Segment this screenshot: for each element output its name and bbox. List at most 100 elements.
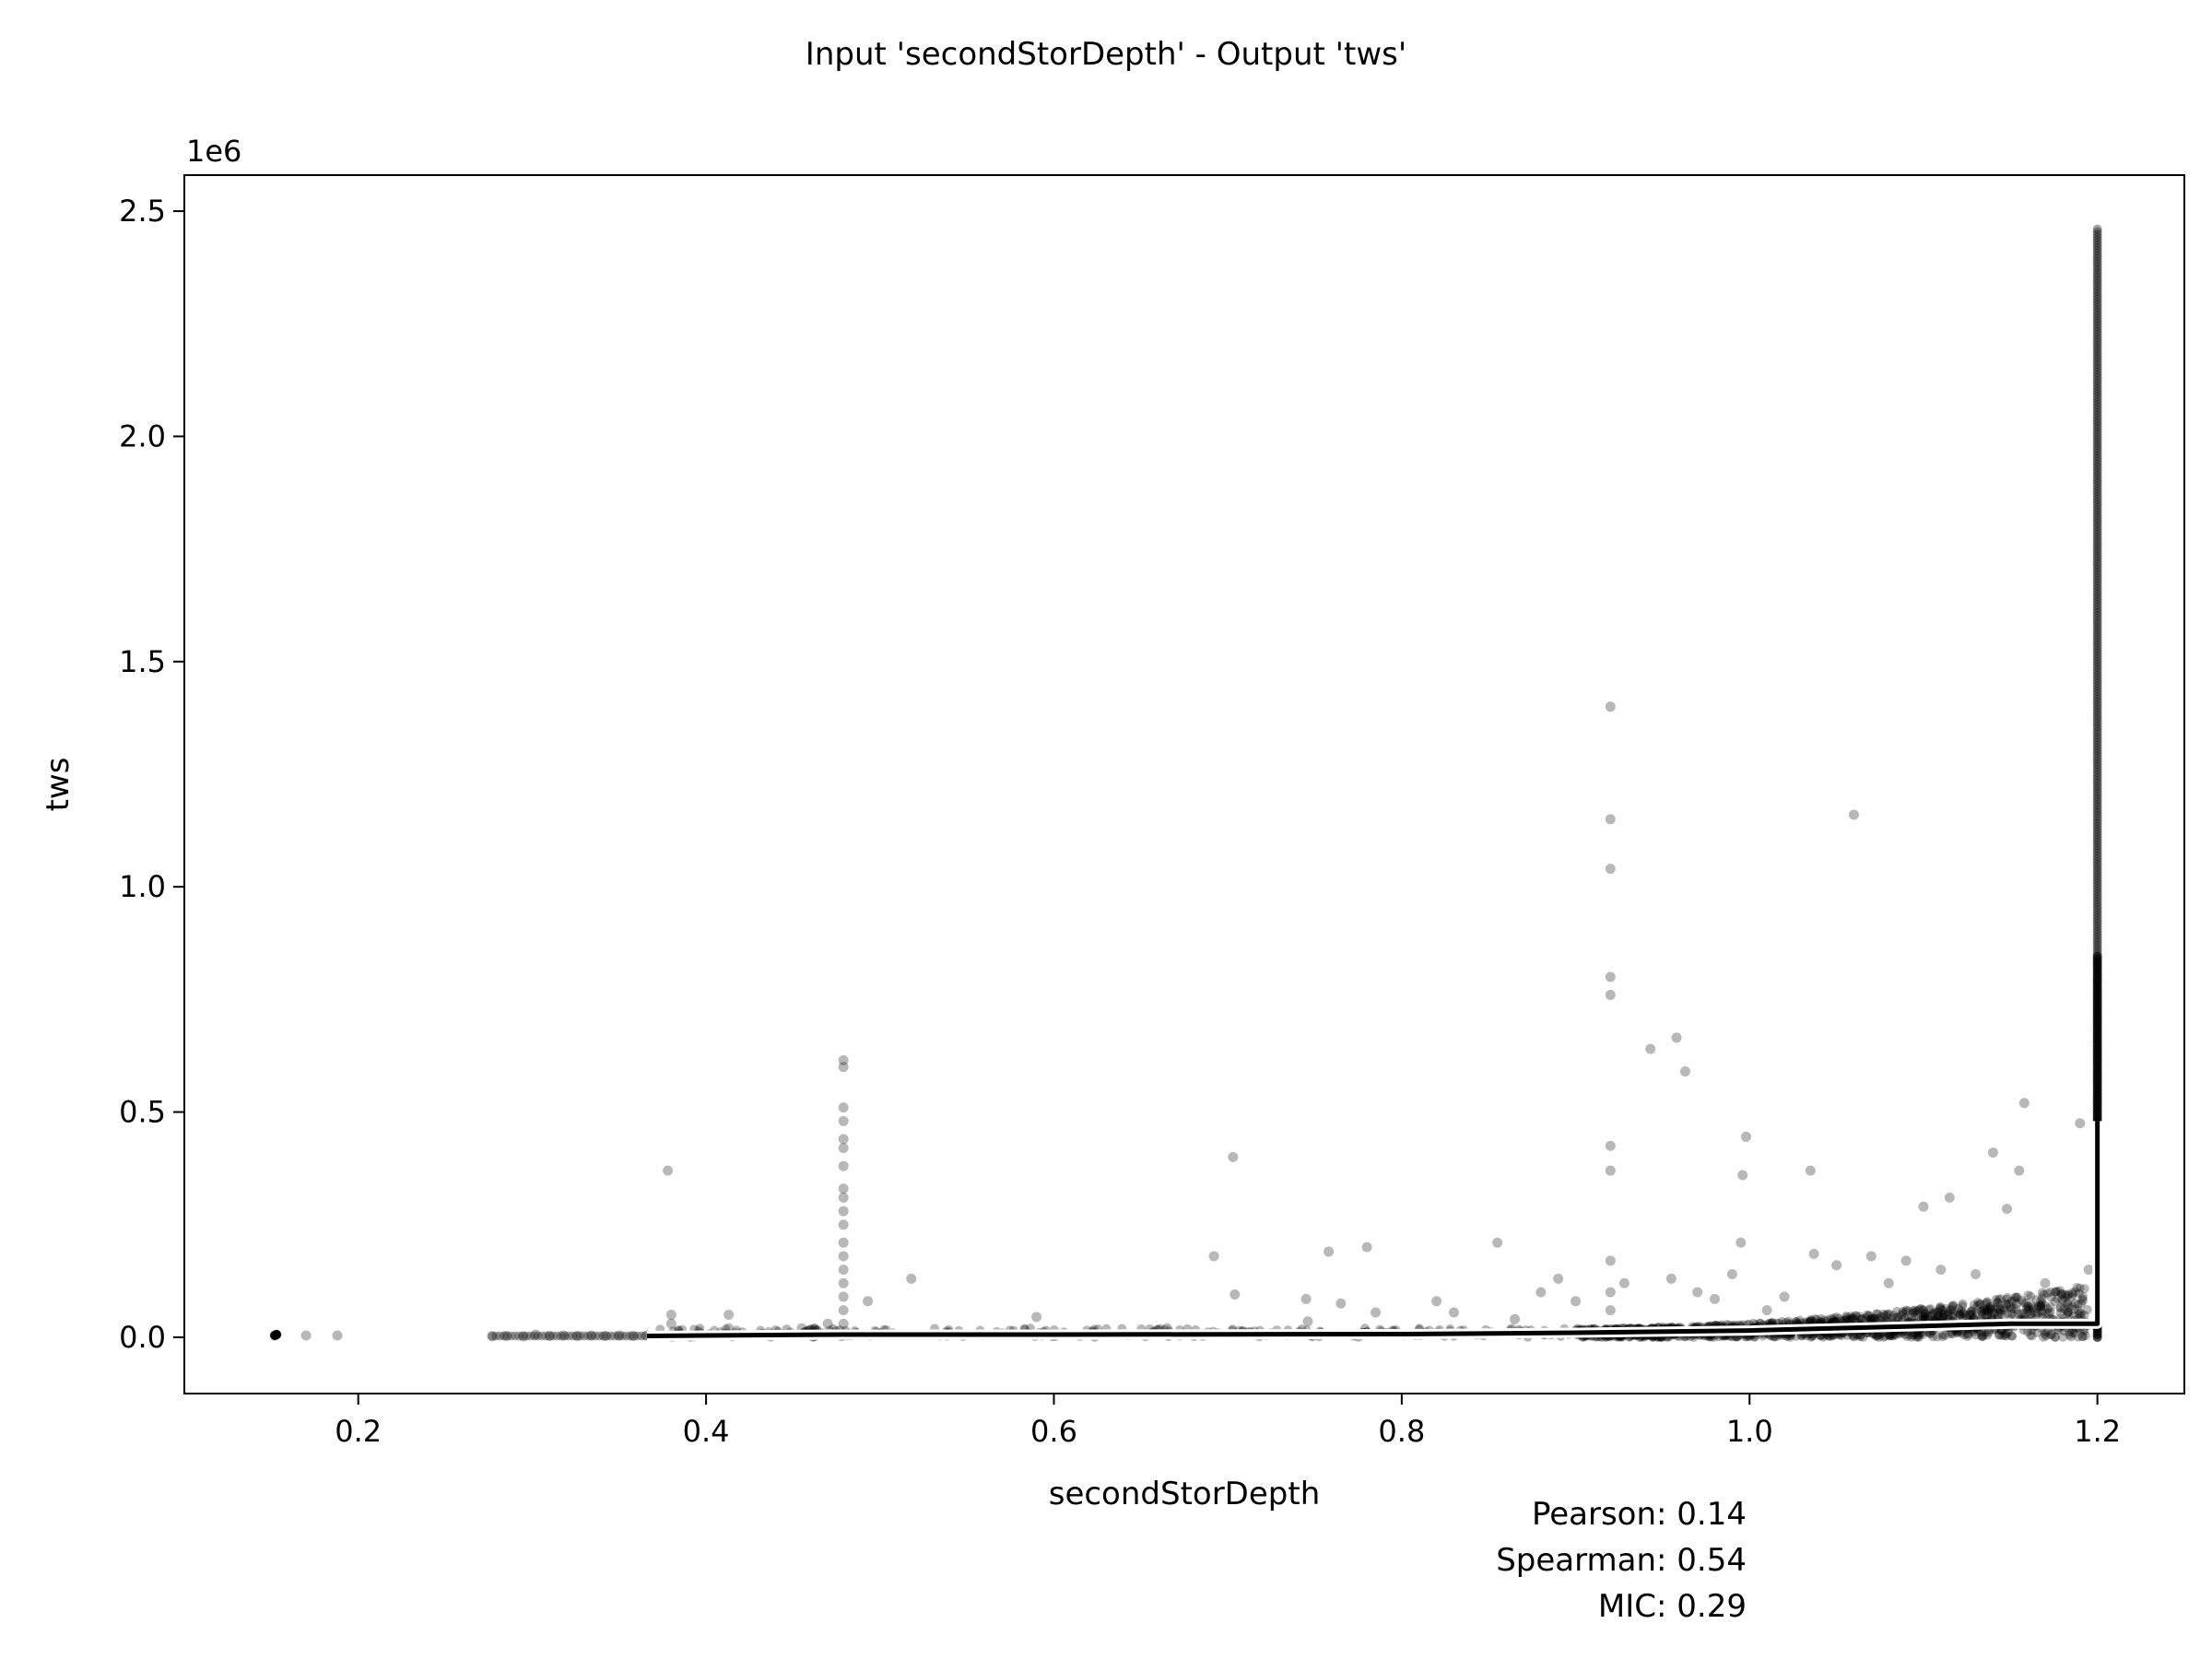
scatter-point xyxy=(2092,365,2102,375)
scatter-point xyxy=(1920,1309,1930,1319)
scatter-point xyxy=(2092,908,2102,918)
scatter-point xyxy=(2092,270,2102,280)
scatter-point xyxy=(2092,491,2102,501)
scatter-point xyxy=(502,1331,512,1341)
scatter-point xyxy=(1999,1330,2009,1340)
scatter-point xyxy=(2092,519,2102,529)
scatter-point xyxy=(2092,603,2102,613)
scatter-point xyxy=(1876,1312,1886,1322)
scatter-point xyxy=(2070,1304,2080,1314)
scatter-point xyxy=(1959,1308,1969,1318)
scatter-point xyxy=(2092,565,2102,575)
scatter-point xyxy=(1938,1309,1948,1319)
scatter-point xyxy=(1865,1314,1875,1324)
scatter-point xyxy=(2058,1332,2068,1342)
scatter-point xyxy=(2092,397,2102,407)
scatter-point xyxy=(863,1296,874,1307)
scatter-point xyxy=(2063,1298,2073,1308)
trend-line xyxy=(646,1121,2100,1338)
scatter-point xyxy=(1919,1312,1929,1322)
scatter-point xyxy=(1923,1311,1933,1321)
scatter-point xyxy=(2007,1331,2018,1341)
scatter-point xyxy=(2092,332,2102,342)
scatter-point xyxy=(1958,1299,1968,1309)
scatter-point xyxy=(2092,297,2102,307)
scatter-point xyxy=(598,1331,608,1341)
scatter-point xyxy=(2069,1328,2079,1338)
scatter-point xyxy=(1849,1314,1859,1324)
scatter-point xyxy=(2092,362,2102,372)
scatter-point xyxy=(2001,1331,2011,1341)
scatter-point xyxy=(1954,1303,1964,1313)
y-axis-ticks: 0.0 0.5 1.0 1.5 2.0 2.5 xyxy=(119,194,184,1355)
scatter-point xyxy=(2092,841,2102,851)
scatter-point xyxy=(1871,1331,1881,1341)
scatter-point xyxy=(1953,1308,1963,1318)
x-axis-label: secondStorDepth xyxy=(1049,1476,1321,1512)
scatter-point xyxy=(522,1331,532,1341)
scatter-point xyxy=(2067,1328,2077,1338)
scatter-point xyxy=(2092,227,2102,237)
scatter-point xyxy=(1959,1330,1970,1340)
scatter-point xyxy=(1878,1309,1888,1319)
scatter-point xyxy=(2092,516,2102,526)
scatter-point xyxy=(2092,476,2102,486)
scatter-point xyxy=(2092,302,2102,312)
scatter-point xyxy=(1777,1316,1787,1326)
scatter-point xyxy=(1841,1315,1851,1325)
scatter-point xyxy=(2079,1284,2089,1294)
scatter-point xyxy=(571,1331,582,1341)
scatter-point xyxy=(2092,830,2102,840)
scatter-point xyxy=(838,1291,849,1302)
scatter-point xyxy=(1885,1330,1895,1340)
scatter-point xyxy=(2092,646,2102,656)
scatter-point xyxy=(2053,1287,2063,1297)
scatter-point xyxy=(2092,392,2102,402)
scatter-point xyxy=(1230,1288,1241,1300)
scatter-point xyxy=(2092,627,2102,637)
scatter-point xyxy=(2092,849,2102,859)
scatter-point xyxy=(1871,1330,1881,1340)
scatter-point xyxy=(2003,1326,2013,1336)
scatter-point xyxy=(2040,1277,2051,1288)
scatter-point xyxy=(2092,578,2102,588)
scatter-point xyxy=(1944,1192,1955,1203)
scatter-point xyxy=(2092,243,2102,253)
scatter-point xyxy=(594,1331,605,1341)
scatter-point xyxy=(2037,1306,2047,1316)
scatter-point xyxy=(1918,1201,1929,1212)
scatter-point xyxy=(2037,1293,2047,1303)
scatter-point xyxy=(2092,224,2102,234)
scatter-point xyxy=(2022,1326,2032,1336)
scatter-point xyxy=(2092,759,2102,770)
scatter-point xyxy=(2092,894,2102,904)
scatter-point xyxy=(1828,1331,1838,1341)
scatter-point xyxy=(1978,1330,1988,1340)
scatter-point xyxy=(2070,1299,2080,1309)
scatter-point xyxy=(2092,589,2102,599)
scatter-point xyxy=(2092,276,2102,286)
y-tick-label: 1.0 xyxy=(119,869,166,904)
scatter-point xyxy=(2092,540,2102,550)
scatter-point xyxy=(2092,638,2102,648)
scatter-point xyxy=(2092,778,2102,788)
scatter-point xyxy=(2092,821,2102,831)
y-offset-label: 1e6 xyxy=(186,134,241,169)
scatter-point xyxy=(495,1331,505,1341)
scatter-point xyxy=(2092,400,2102,410)
scatter-point xyxy=(1947,1311,1958,1321)
scatter-point xyxy=(1605,989,1616,1000)
scatter-point xyxy=(1993,1297,2003,1307)
scatter-point xyxy=(1898,1308,1908,1318)
scatter-point xyxy=(625,1331,635,1341)
scatter-point xyxy=(2055,1302,2065,1312)
scatter-point xyxy=(1914,1332,1924,1342)
scatter-point xyxy=(2092,781,2102,791)
scatter-point xyxy=(510,1331,520,1341)
scatter-point xyxy=(2092,421,2102,431)
scatter-point xyxy=(1605,864,1616,875)
scatter-point xyxy=(2092,494,2102,504)
scatter-point xyxy=(2092,735,2102,745)
scatter-point xyxy=(2074,1288,2084,1299)
scatter-point xyxy=(1947,1309,1958,1319)
